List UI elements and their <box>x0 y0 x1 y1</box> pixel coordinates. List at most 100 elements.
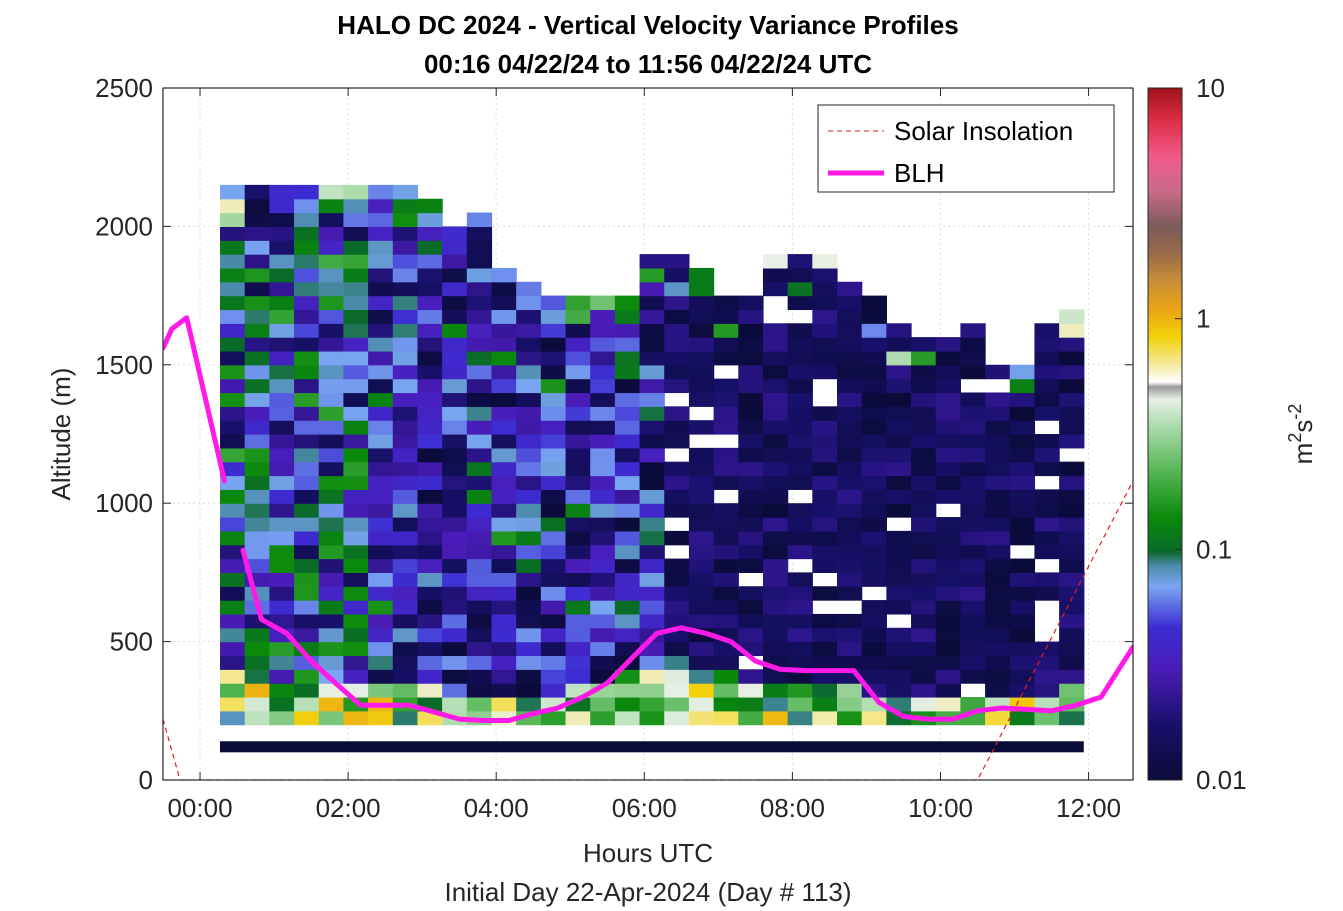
heatmap-cell <box>1059 530 1085 546</box>
heatmap-cell <box>294 613 320 629</box>
heatmap-cell <box>664 696 690 712</box>
heatmap-cell <box>688 447 715 463</box>
heatmap-cell <box>269 669 295 684</box>
heatmap-cell <box>861 669 887 684</box>
heatmap-cell <box>220 198 246 214</box>
heatmap-cell <box>491 558 517 573</box>
heatmap-cell <box>417 378 443 394</box>
heatmap-cell <box>220 337 246 352</box>
heatmap-cell <box>516 378 542 394</box>
heatmap-cell <box>837 309 863 324</box>
solar-insolation-line <box>163 480 1133 780</box>
heatmap-cell <box>392 655 419 670</box>
heatmap-cell <box>713 295 739 311</box>
heatmap-cell <box>244 641 270 657</box>
heatmap-cell <box>491 544 517 560</box>
heatmap-cell <box>1059 323 1085 338</box>
heatmap-cell <box>565 613 591 629</box>
heatmap-cell <box>787 696 813 712</box>
heatmap-cell <box>244 212 270 227</box>
heatmap-cell <box>269 378 295 394</box>
heatmap-cell <box>417 475 443 490</box>
heatmap-cell <box>269 212 295 227</box>
heatmap-cell <box>886 503 912 518</box>
heatmap-cell <box>886 323 912 338</box>
heatmap-cell <box>590 655 616 670</box>
heatmap-cell <box>787 572 813 587</box>
heatmap-cell <box>935 544 961 560</box>
heatmap-cell <box>738 295 764 311</box>
heatmap-cell <box>294 267 320 283</box>
heatmap-cell <box>738 350 764 366</box>
heatmap-cell <box>368 392 394 407</box>
heatmap-cell <box>269 184 295 200</box>
heatmap-cell <box>466 434 493 449</box>
blh-line <box>240 547 1133 723</box>
heatmap-cell <box>985 517 1011 532</box>
colorbar-label-base: m <box>1288 443 1318 465</box>
heatmap-cell <box>738 323 764 338</box>
heatmap-cell <box>417 226 443 241</box>
heatmap-cell <box>491 683 517 698</box>
colorbar-label-sup2: -2 <box>1285 404 1305 420</box>
heatmap-cell <box>220 434 246 449</box>
heatmap-cell <box>713 586 739 601</box>
heatmap-cell <box>269 364 295 380</box>
heatmap-cell <box>1034 503 1060 518</box>
heatmap-cell <box>911 337 937 352</box>
heatmap-cell <box>417 572 443 587</box>
heatmap-cell <box>516 696 542 712</box>
heatmap-cell <box>688 378 715 394</box>
heatmap-cell <box>294 254 320 269</box>
heatmap-cell <box>540 489 567 504</box>
heatmap-cell <box>590 503 616 518</box>
heatmap-cell <box>639 337 665 352</box>
heatmap-cell <box>639 613 665 629</box>
heatmap-cell <box>886 627 912 643</box>
heatmap-cell <box>516 309 542 324</box>
heatmap-cell <box>540 710 567 726</box>
heatmap-cell <box>392 295 419 311</box>
heatmap-cell <box>220 696 246 712</box>
heatmap-cell <box>787 392 813 407</box>
heatmap-cell <box>812 350 838 366</box>
heatmap-cell <box>812 586 838 601</box>
heatmap-cell <box>960 517 986 532</box>
heatmap-cell <box>368 337 394 352</box>
heatmap-cell <box>1059 600 1085 615</box>
heatmap-cell <box>614 461 641 477</box>
heatmap-cell <box>639 669 665 684</box>
heatmap-cell <box>442 254 468 269</box>
heatmap-cell <box>639 392 665 407</box>
heatmap-cell <box>738 558 764 573</box>
heatmap-cell <box>738 613 764 629</box>
heatmap-cell <box>762 281 789 297</box>
heatmap-cell <box>664 669 690 684</box>
heatmap-cell <box>614 683 641 698</box>
heatmap-cell <box>688 683 715 698</box>
near-surface-band <box>220 741 1084 753</box>
colorbar-label-sup1: 2 <box>1285 433 1305 443</box>
heatmap-cell <box>269 337 295 352</box>
heatmap-cell <box>886 600 912 615</box>
heatmap-cell <box>837 489 863 504</box>
heatmap-cell <box>762 627 789 643</box>
heatmap-cell <box>639 517 665 532</box>
heatmap-cell <box>343 503 369 518</box>
heatmap-cell <box>318 696 345 712</box>
heatmap-cell <box>935 669 961 684</box>
heatmap-cell <box>417 295 443 311</box>
heatmap-cell <box>343 586 369 601</box>
heatmap-cell <box>220 226 246 241</box>
heatmap-cell <box>762 517 789 532</box>
heatmap-cell <box>417 669 443 684</box>
heatmap-cell <box>343 461 369 477</box>
heatmap-cell <box>590 475 616 490</box>
heatmap-cell <box>861 558 887 573</box>
heatmap-cell <box>466 655 493 670</box>
heatmap-cell <box>343 281 369 297</box>
heatmap-cell <box>294 503 320 518</box>
heatmap-cell <box>269 641 295 657</box>
heatmap-cell <box>318 710 345 726</box>
heatmap-cell <box>220 655 246 670</box>
